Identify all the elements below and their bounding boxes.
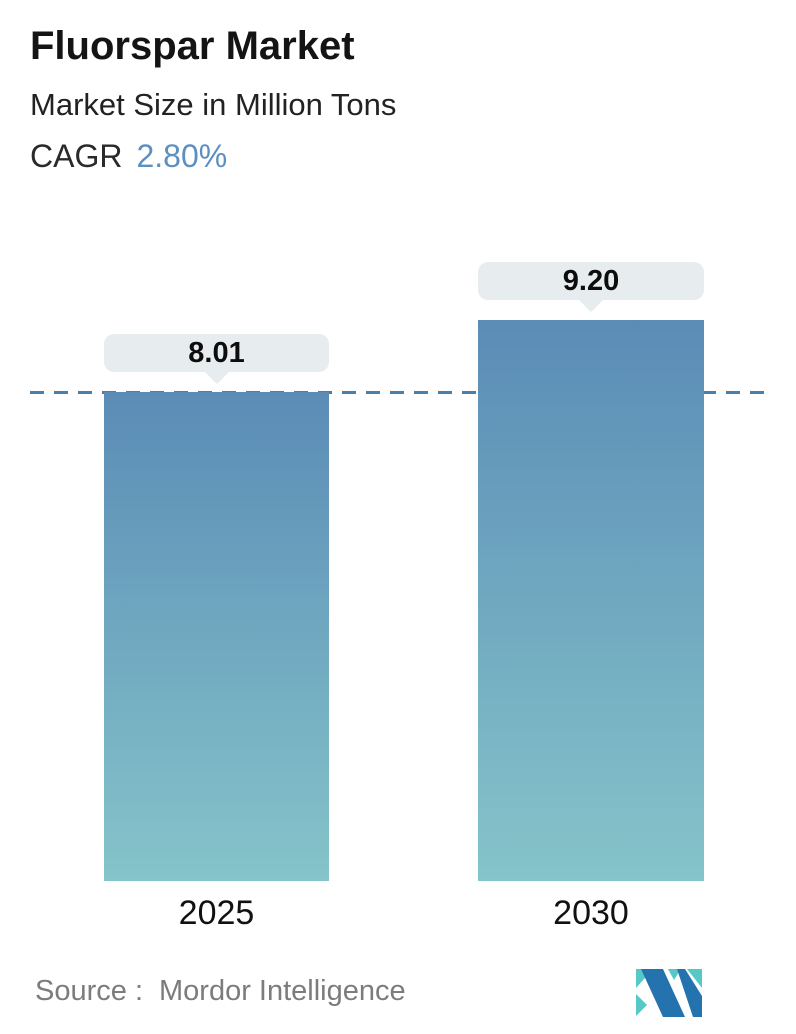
tooltip-value: 9.20: [562, 264, 620, 297]
bar-column-2030: 9.20 2030: [478, 262, 704, 932]
brand-logo-icon: [636, 969, 702, 1017]
page-subtitle: Market Size in Million Tons: [30, 87, 397, 122]
reference-line: [30, 391, 768, 394]
cagr-row: CAGR 2.80%: [30, 136, 227, 176]
bar-2025: [104, 392, 329, 881]
cagr-value: 2.80%: [136, 138, 228, 174]
x-axis-label-2030: 2030: [553, 894, 629, 932]
source-label: Source :: [35, 975, 143, 1007]
tooltip-value: 8.01: [188, 336, 245, 369]
bar-column-2025: 8.01 2025: [104, 334, 329, 932]
value-tooltip-2030: 9.20: [478, 262, 704, 300]
cagr-label: CAGR: [30, 138, 123, 174]
bar-2030: [478, 320, 704, 881]
x-axis-label-2025: 2025: [178, 894, 255, 932]
source-row: Source : Mordor Intelligence: [35, 975, 406, 1008]
source-value: Mordor Intelligence: [159, 975, 406, 1007]
page-title: Fluorspar Market: [30, 24, 355, 68]
value-tooltip-2025: 8.01: [104, 334, 329, 372]
